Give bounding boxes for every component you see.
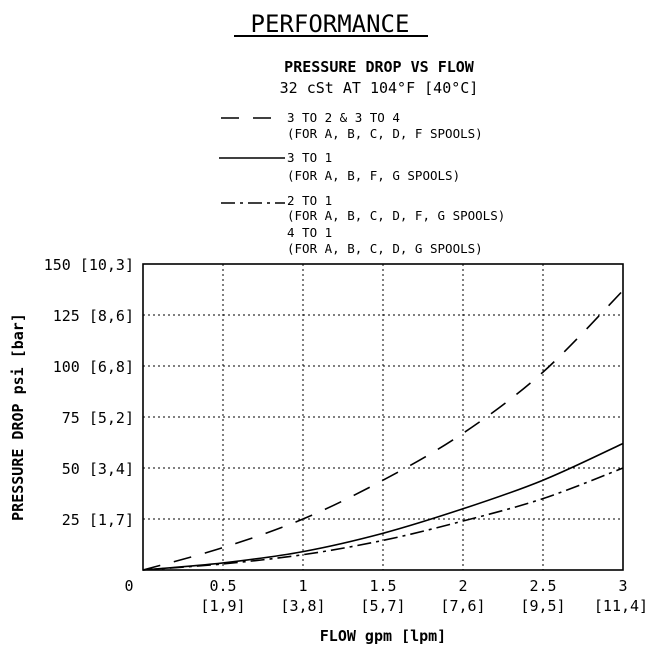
x-tick-sublabel-1: [1,9] <box>200 597 245 615</box>
x-tick-label-5: 2.5 <box>529 577 556 595</box>
chart-subtitle: PRESSURE DROP VS FLOW <box>284 58 475 76</box>
x-tick-sublabel-6: [11,4] <box>594 597 648 615</box>
y-tick-labels: 25 [1,7] 50 [3,4] 75 [5,2] 100 [6,8] 125 [8,… <box>44 256 134 529</box>
legend-note-series-2: (FOR A, B, F, G SPOOLS) <box>287 168 460 183</box>
legend-note-series-3: (FOR A, B, C, D, F, G SPOOLS) <box>287 208 505 223</box>
x-tick-label-3: 1.5 <box>369 577 396 595</box>
x-tick-label-0: 0 <box>124 577 133 595</box>
series-line-2 <box>142 442 624 571</box>
legend-note-series-3b: (FOR A, B, C, D, G SPOOLS) <box>287 241 483 256</box>
x-tick-sublabel-3: [5,7] <box>360 597 405 615</box>
x-tick-label-6: 3 <box>618 577 627 595</box>
legend-label-series-2: 3 TO 1 <box>287 150 332 165</box>
legend-label-series-3: 2 TO 1 <box>287 193 332 208</box>
chart-condition: 32 cSt AT 104°F [40°C] <box>280 79 479 97</box>
legend-note-series-1: (FOR A, B, C, D, F SPOOLS) <box>287 126 483 141</box>
y-axis-label: PRESSURE DROP psi [bar] <box>9 313 27 521</box>
y-tick-label-4: 125 [8,6] <box>53 307 134 325</box>
y-tick-label-1: 50 [3,4] <box>62 460 134 478</box>
y-tick-label-5: 150 [10,3] <box>44 256 134 274</box>
x-tick-sublabel-4: [7,6] <box>440 597 485 615</box>
y-tick-label-2: 75 [5,2] <box>62 409 134 427</box>
y-tick-label-3: 100 [6,8] <box>53 358 134 376</box>
legend: 3 TO 2 & 3 TO 4 (FOR A, B, C, D, F SPOOL… <box>219 110 505 256</box>
x-tick-label-2: 1 <box>298 577 307 595</box>
x-tick-labels: 0 0.5 [1,9] 1 [3,8] 1.5 [5,7] 2 [7,6] 2.5 [9,5] 3 [1… <box>124 577 648 615</box>
legend-label-series-3b: 4 TO 1 <box>287 225 332 240</box>
y-tick-label-0: 25 [1,7] <box>62 511 134 529</box>
page-title: PERFORMANCE <box>251 10 410 38</box>
series-line-3 <box>142 467 624 571</box>
x-axis-label: FLOW gpm [lpm] <box>320 627 446 645</box>
series-line-1 <box>142 289 624 571</box>
x-tick-sublabel-5: [9,5] <box>520 597 565 615</box>
legend-label-series-1: 3 TO 2 & 3 TO 4 <box>287 110 400 125</box>
x-tick-sublabel-2: [3,8] <box>280 597 325 615</box>
series-lines <box>142 289 624 571</box>
x-tick-label-4: 2 <box>458 577 467 595</box>
grid <box>143 264 623 570</box>
plot-frame <box>142 263 624 571</box>
x-tick-label-1: 0.5 <box>209 577 236 595</box>
